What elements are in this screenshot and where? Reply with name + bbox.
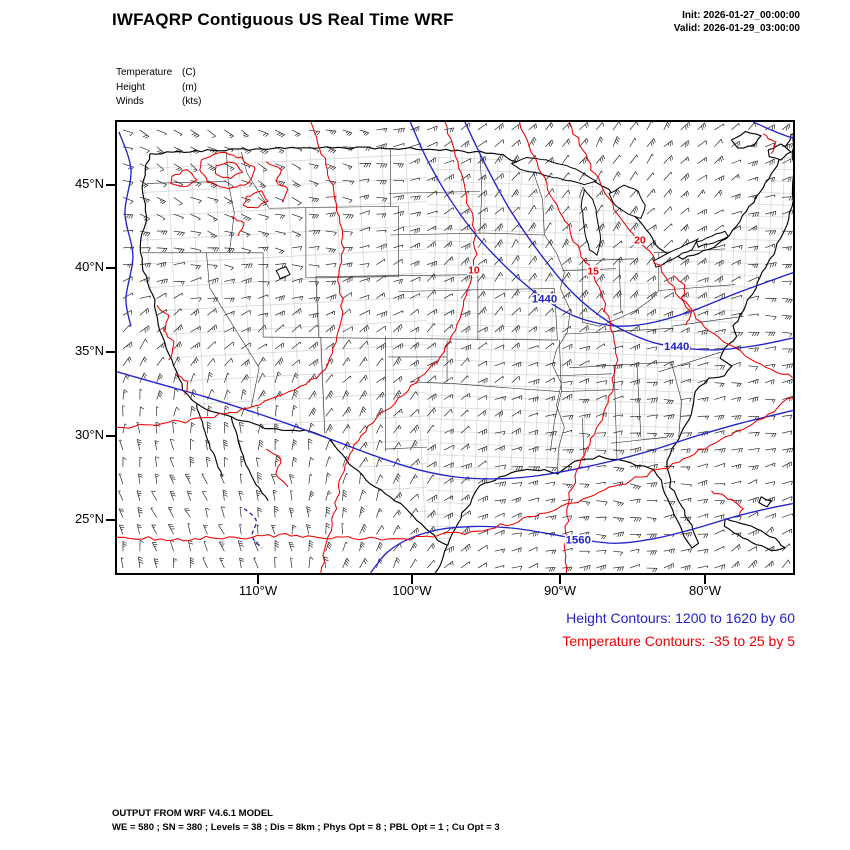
model-config-label: WE = 580 ; SN = 380 ; Levels = 38 ; Dis … xyxy=(112,822,500,833)
svg-text:20: 20 xyxy=(634,236,646,247)
timestamps: Init: 2026-01-27_00:00:00 Valid: 2026-01… xyxy=(674,10,800,35)
lat-tick-40n xyxy=(106,267,115,269)
lat-tick-label-40n: 40°N xyxy=(74,259,104,274)
field-legend-temperature: Temperature (C) xyxy=(116,67,196,78)
lon-tick-label-80w: 80°W xyxy=(689,583,721,598)
field-legend-winds: Winds (kts) xyxy=(116,96,202,107)
model-output-label: OUTPUT FROM WRF V4.6.1 MODEL xyxy=(112,808,273,819)
svg-text:1440: 1440 xyxy=(532,293,557,305)
plot-title: IWFAQRP Contiguous US Real Time WRF xyxy=(112,10,454,29)
lat-tick-label-45n: 45°N xyxy=(74,176,104,191)
map-svg: 10 15 20 1440 1440 1560 xyxy=(117,122,793,573)
lon-tick-label-90w: 90°W xyxy=(544,583,576,598)
lat-tick-25n xyxy=(106,519,115,521)
lon-tick-110w xyxy=(257,575,259,584)
lat-tick-45n xyxy=(106,184,115,186)
svg-text:1440: 1440 xyxy=(664,341,689,353)
lon-tick-80w xyxy=(704,575,706,584)
lon-tick-label-100w: 100°W xyxy=(392,583,432,598)
height-contour-range-label: Height Contours: 1200 to 1620 by 60 xyxy=(566,610,795,626)
init-time-label: Init: 2026-01-27_00:00:00 xyxy=(682,10,800,21)
svg-text:1560: 1560 xyxy=(566,534,591,546)
lat-tick-label-25n: 25°N xyxy=(74,511,104,526)
svg-text:15: 15 xyxy=(587,266,599,277)
lat-tick-label-30n: 30°N xyxy=(74,427,104,442)
valid-time-label: Valid: 2026-01-29_03:00:00 xyxy=(673,22,800,34)
lon-tick-label-110w: 110°W xyxy=(238,583,278,598)
field-legend: Temperature (C) Height (m) Winds (kts) xyxy=(116,66,201,110)
svg-text:10: 10 xyxy=(468,265,480,276)
lon-tick-100w xyxy=(411,575,413,584)
temperature-contour-range-label: Temperature Contours: -35 to 25 by 5 xyxy=(562,633,795,649)
lat-tick-label-35n: 35°N xyxy=(74,343,104,358)
map-frame: 10 15 20 1440 1440 1560 xyxy=(115,120,795,575)
lat-tick-35n xyxy=(106,351,115,353)
field-legend-height: Height (m) xyxy=(116,81,197,93)
lat-tick-30n xyxy=(106,435,115,437)
lon-tick-90w xyxy=(559,575,561,584)
